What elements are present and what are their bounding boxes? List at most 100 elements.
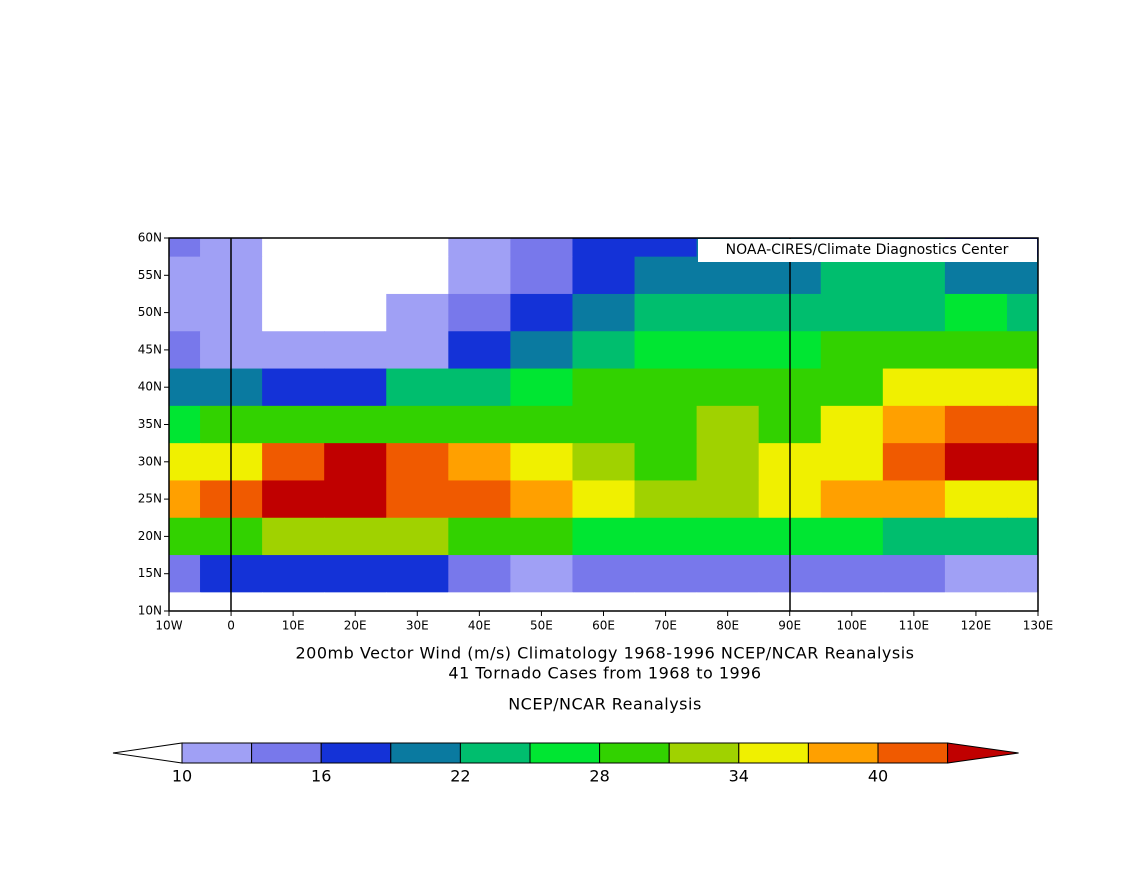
colorbar-box — [807, 742, 879, 764]
field-cell — [386, 238, 449, 258]
field-cell — [944, 405, 1008, 444]
field-cell — [696, 480, 760, 519]
field-cell — [324, 555, 387, 593]
field-cell — [944, 517, 1008, 556]
x-tick-label: 10E — [282, 619, 305, 633]
field-cell — [324, 368, 387, 407]
field-cell — [882, 517, 946, 556]
colorbar-box — [668, 742, 740, 764]
field-cell — [572, 293, 636, 332]
colorbar-box — [459, 742, 531, 764]
field-cell — [510, 293, 573, 332]
field-cell — [262, 256, 325, 295]
field-cell — [324, 331, 387, 370]
x-tick-label: 50E — [530, 619, 553, 633]
field-cell — [572, 256, 636, 295]
field-cell — [820, 443, 884, 481]
field-cell — [386, 293, 449, 332]
colorbar-label: 28 — [589, 767, 609, 786]
colorbar-box — [181, 742, 253, 764]
field-cell — [1006, 480, 1039, 519]
y-tick-label: 55N — [138, 268, 162, 282]
field-cell — [696, 256, 760, 295]
field-cell — [1006, 517, 1039, 556]
field-cell — [510, 592, 573, 612]
field-cell — [386, 331, 449, 370]
field-cell — [448, 368, 511, 407]
field-cell — [386, 443, 449, 481]
x-tick-label: 110E — [899, 619, 930, 633]
field-cell — [169, 368, 201, 407]
field-cell — [262, 238, 325, 258]
field-cell — [882, 368, 946, 407]
field-cell — [820, 256, 884, 295]
field-cell — [1006, 592, 1039, 612]
source: NCEP/NCAR Reanalysis — [508, 695, 702, 714]
y-tick-label: 35N — [138, 417, 162, 431]
field-cell — [1006, 331, 1039, 370]
field-cell — [169, 405, 201, 444]
x-tick-label: 90E — [778, 619, 801, 633]
x-tick-label: 0 — [227, 619, 235, 633]
field-cell — [1006, 368, 1039, 407]
field-cell — [324, 293, 387, 332]
field-cell — [324, 405, 387, 444]
field-cell — [169, 238, 201, 258]
field-cell — [324, 517, 387, 556]
field-cell — [572, 368, 636, 407]
y-tick-label: 10N — [138, 604, 162, 618]
field-cell — [169, 331, 201, 370]
colorbar-label: 40 — [868, 767, 888, 786]
field-cell — [634, 293, 698, 332]
field-cell — [696, 555, 760, 593]
field-cell — [634, 405, 698, 444]
y-tick-label: 25N — [138, 492, 162, 506]
x-tick-label: 70E — [654, 619, 677, 633]
colorbar-high — [947, 742, 1019, 764]
field-cell — [510, 443, 573, 481]
y-tick-label: 50N — [138, 305, 162, 319]
field-cell — [634, 555, 698, 593]
field-cell — [696, 443, 760, 481]
field-cell — [448, 443, 511, 481]
x-tick-label: 10W — [155, 619, 182, 633]
field-cell — [944, 480, 1008, 519]
field-cell — [696, 592, 760, 612]
field-cell — [820, 480, 884, 519]
field-cell — [386, 256, 449, 295]
field-cell — [882, 405, 946, 444]
field-cell — [262, 331, 325, 370]
field-cell — [324, 480, 387, 519]
field-cell — [1006, 443, 1039, 481]
field-cell — [820, 293, 884, 332]
field-cell — [572, 443, 636, 481]
chart-subtitle: 41 Tornado Cases from 1968 to 1996 — [448, 664, 761, 683]
x-tick-label: 120E — [961, 619, 992, 633]
x-tick-label: 80E — [716, 619, 739, 633]
field-cell — [882, 443, 946, 481]
field-cell — [262, 293, 325, 332]
field-cell — [820, 368, 884, 407]
field-cell — [510, 256, 573, 295]
field-cell — [448, 517, 511, 556]
field-cell — [448, 238, 511, 258]
field-cell — [572, 555, 636, 593]
field-cell — [510, 368, 573, 407]
field-cell — [262, 368, 325, 407]
field-cell — [634, 517, 698, 556]
field-cell — [696, 517, 760, 556]
annotation: NOAA-CIRES/Climate Diagnostics Center — [726, 242, 1009, 258]
x-tick-label: 30E — [406, 619, 429, 633]
field-cell — [510, 555, 573, 593]
field-cell — [572, 480, 636, 519]
field-cell — [262, 443, 325, 481]
field-cell — [944, 368, 1008, 407]
field-cell — [944, 592, 1008, 612]
y-tick-label: 45N — [138, 342, 162, 356]
colorbar-box — [599, 742, 670, 764]
y-tick-label: 15N — [138, 566, 162, 580]
y-tick-label: 20N — [138, 529, 162, 543]
field-cell — [169, 293, 201, 332]
colorbar-label: 22 — [450, 767, 470, 786]
field-cell — [169, 592, 201, 612]
